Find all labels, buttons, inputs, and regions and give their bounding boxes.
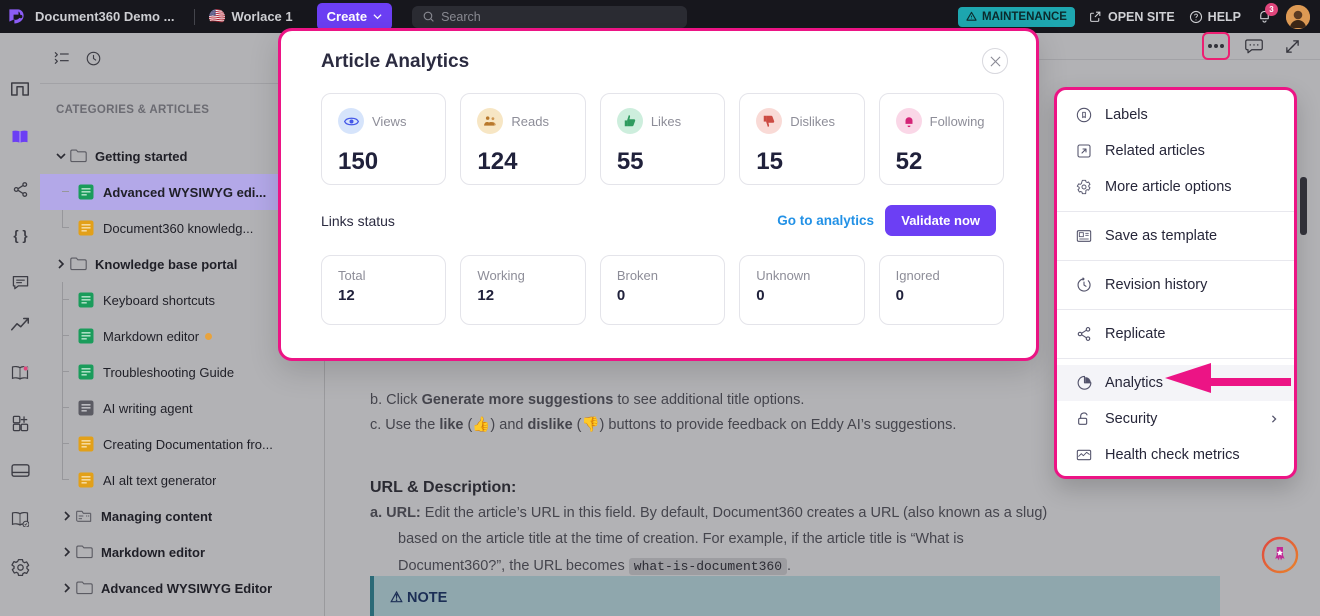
svg-text:{ }: { } xyxy=(13,227,28,242)
